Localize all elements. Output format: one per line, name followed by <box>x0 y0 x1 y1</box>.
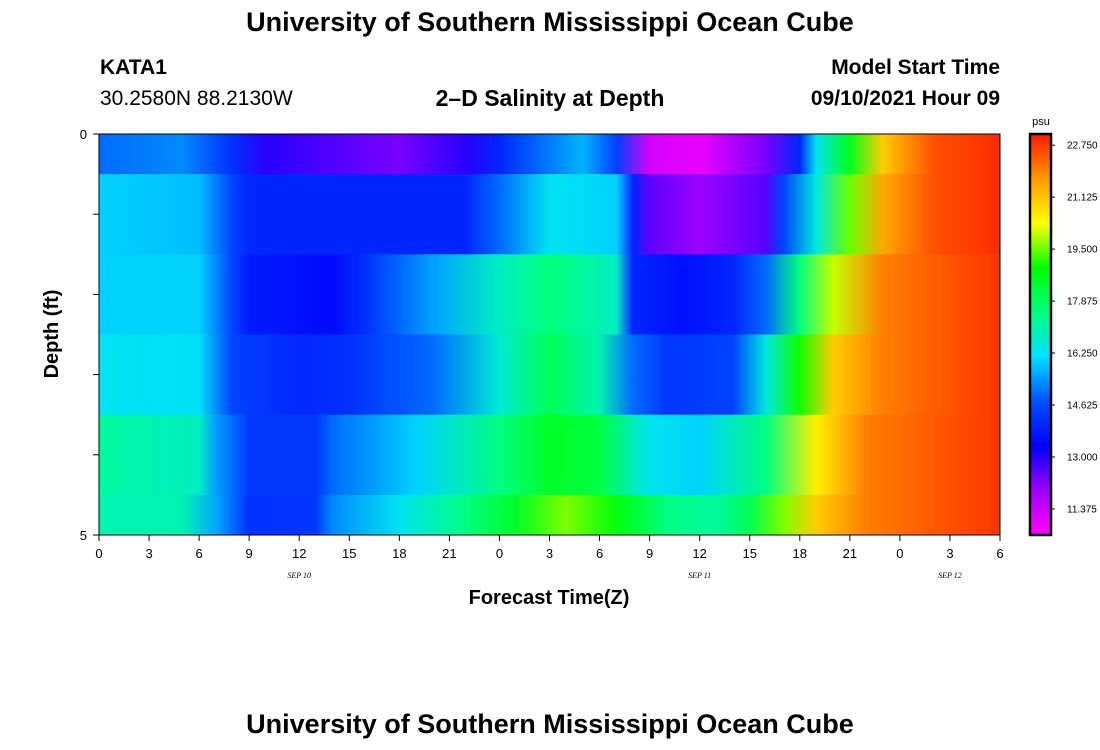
x-tick-label: 18 <box>793 546 807 561</box>
x-date-label: SEP 11 <box>688 571 711 580</box>
x-tick-label: 3 <box>145 546 152 561</box>
station-coordinates: 30.2580N 88.2130W <box>100 87 293 110</box>
colorbar-unit-label: psu <box>1032 116 1050 128</box>
model-start-value: 09/10/2021 Hour 09 <box>810 87 1000 110</box>
colorbar: psu 22.750 21.125 19.500 17.875 16.250 14.625… <box>1028 116 1098 537</box>
y-tick-label: 5 <box>80 528 87 543</box>
x-axis-title: Forecast Time(Z) <box>469 587 630 609</box>
y-tick-label: 0 <box>80 127 87 142</box>
x-tick-label: 9 <box>646 546 653 561</box>
colorbar-tick-label: 17.875 <box>1067 297 1098 308</box>
footer-title: University of Southern Mississippi Ocean… <box>246 709 854 739</box>
x-axis: 0 3 6 9 12 15 18 21 0 3 6 9 12 15 18 21 0 3 6 SEP 10 SEP 11 S… <box>95 535 1004 580</box>
y-axis: 05 <box>80 127 99 543</box>
x-date-label: SEP 10 <box>287 571 311 580</box>
depth-layer-band <box>99 134 1000 175</box>
x-tick-label: 18 <box>392 546 406 561</box>
x-tick-label: 15 <box>742 546 756 561</box>
x-tick-label: 21 <box>843 546 857 561</box>
station-id: KATA1 <box>100 56 167 79</box>
heatmap-area <box>99 134 1000 536</box>
depth-layer-band <box>99 334 1000 416</box>
x-tick-label: 6 <box>195 546 202 561</box>
y-axis-title: Depth (ft) <box>41 290 63 379</box>
colorbar-tick-label: 16.250 <box>1067 349 1098 360</box>
colorbar-gradient <box>1028 132 1053 537</box>
colorbar-tick-label: 11.375 <box>1067 504 1097 515</box>
x-tick-label: 12 <box>692 546 706 561</box>
colorbar-tick-label: 19.500 <box>1067 245 1098 256</box>
model-start-label: Model Start Time <box>831 56 1000 79</box>
plot-title: 2–D Salinity at Depth <box>435 85 665 111</box>
colorbar-tick-label: 22.750 <box>1067 141 1098 152</box>
colorbar-tick-label: 14.625 <box>1067 401 1098 412</box>
x-tick-label: 3 <box>546 546 553 561</box>
depth-layer-band <box>99 174 1000 255</box>
x-date-label: SEP 12 <box>938 571 962 580</box>
depth-layer-band <box>99 414 1000 496</box>
colorbar-tick-label: 13.000 <box>1067 452 1098 463</box>
depth-layer-band <box>99 254 1000 335</box>
x-tick-label: 9 <box>246 546 253 561</box>
x-tick-label: 21 <box>442 546 456 561</box>
x-tick-label: 15 <box>342 546 356 561</box>
x-tick-label: 3 <box>946 546 953 561</box>
page-title: University of Southern Mississippi Ocean… <box>246 7 854 37</box>
x-tick-label: 0 <box>496 546 503 561</box>
depth-layer-band <box>99 494 1000 536</box>
x-tick-label: 6 <box>596 546 603 561</box>
x-tick-label: 12 <box>292 546 306 561</box>
x-tick-label: 0 <box>95 546 102 561</box>
x-tick-label: 0 <box>896 546 903 561</box>
x-tick-label: 6 <box>996 546 1003 561</box>
colorbar-tick-label: 21.125 <box>1067 193 1098 204</box>
